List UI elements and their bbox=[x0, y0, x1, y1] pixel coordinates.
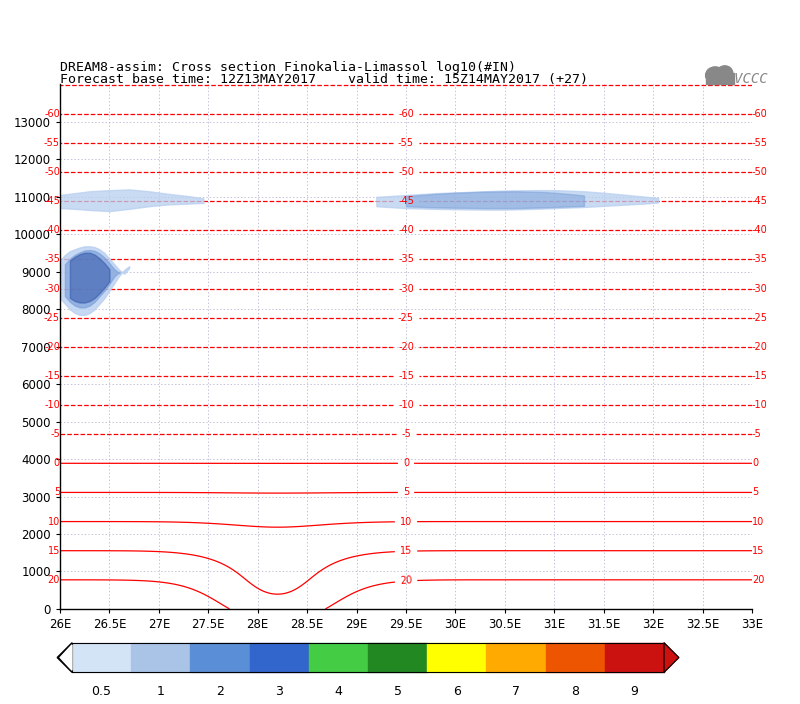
Text: -15: -15 bbox=[398, 371, 414, 381]
Text: 20: 20 bbox=[399, 576, 413, 586]
Text: -20: -20 bbox=[398, 341, 414, 352]
Text: -10: -10 bbox=[44, 400, 60, 410]
Text: -60: -60 bbox=[398, 108, 414, 119]
Bar bbox=[190, 643, 250, 672]
Text: 9: 9 bbox=[630, 685, 638, 698]
Text: -55: -55 bbox=[752, 138, 768, 148]
Text: -45: -45 bbox=[398, 196, 414, 206]
Text: 0: 0 bbox=[752, 458, 758, 468]
Text: -40: -40 bbox=[752, 225, 768, 235]
Text: 5: 5 bbox=[403, 487, 409, 498]
Text: SEEVCCC: SEEVCCC bbox=[710, 72, 768, 86]
Text: 0.5: 0.5 bbox=[91, 685, 111, 698]
Text: -15: -15 bbox=[752, 371, 768, 381]
Text: -50: -50 bbox=[44, 167, 60, 177]
Text: 4: 4 bbox=[334, 685, 342, 698]
Bar bbox=[368, 643, 427, 672]
Text: 5: 5 bbox=[394, 685, 402, 698]
Text: -60: -60 bbox=[752, 108, 768, 119]
Text: -50: -50 bbox=[752, 167, 768, 177]
Text: -55: -55 bbox=[44, 138, 60, 148]
Text: -20: -20 bbox=[752, 341, 768, 352]
Text: -5: -5 bbox=[50, 429, 60, 439]
Polygon shape bbox=[664, 643, 678, 672]
Text: -45: -45 bbox=[752, 196, 768, 206]
Text: -60: -60 bbox=[44, 108, 60, 119]
Bar bbox=[72, 643, 131, 672]
Ellipse shape bbox=[706, 67, 725, 84]
Text: 1: 1 bbox=[157, 685, 165, 698]
Text: 3: 3 bbox=[275, 685, 283, 698]
Text: -5: -5 bbox=[752, 429, 762, 439]
Bar bbox=[131, 643, 190, 672]
Text: -10: -10 bbox=[398, 400, 414, 410]
Text: -5: -5 bbox=[401, 429, 411, 439]
Bar bbox=[605, 643, 664, 672]
Text: -55: -55 bbox=[398, 138, 414, 148]
Bar bbox=[486, 643, 546, 672]
Text: 0: 0 bbox=[54, 458, 60, 468]
Text: 10: 10 bbox=[752, 517, 764, 527]
Text: -15: -15 bbox=[44, 371, 60, 381]
Text: 5: 5 bbox=[54, 487, 60, 498]
Text: -10: -10 bbox=[752, 400, 768, 410]
Text: -30: -30 bbox=[752, 284, 768, 294]
Text: -30: -30 bbox=[398, 284, 414, 294]
Text: -40: -40 bbox=[398, 225, 414, 235]
Text: 15: 15 bbox=[400, 546, 412, 556]
Text: -35: -35 bbox=[398, 254, 414, 265]
Bar bbox=[250, 643, 309, 672]
Text: -25: -25 bbox=[398, 313, 414, 322]
Text: -35: -35 bbox=[752, 254, 768, 265]
Text: 5: 5 bbox=[752, 487, 758, 498]
Text: 6: 6 bbox=[453, 685, 461, 698]
Bar bbox=[309, 643, 368, 672]
Text: 2: 2 bbox=[216, 685, 224, 698]
Text: -40: -40 bbox=[44, 225, 60, 235]
Bar bbox=[427, 643, 486, 672]
Text: 15: 15 bbox=[48, 546, 60, 555]
Text: -25: -25 bbox=[752, 313, 768, 322]
Text: 20: 20 bbox=[752, 575, 764, 585]
Polygon shape bbox=[60, 645, 72, 670]
Text: 8: 8 bbox=[571, 685, 579, 698]
Text: 20: 20 bbox=[48, 575, 60, 585]
Text: DREAM8-assim: Cross section Finokalia-Limassol log10(#IN): DREAM8-assim: Cross section Finokalia-Li… bbox=[60, 61, 516, 74]
Text: -35: -35 bbox=[44, 254, 60, 265]
Text: -25: -25 bbox=[44, 313, 60, 322]
Text: Forecast base time: 12Z13MAY2017    valid time: 15Z14MAY2017 (+27): Forecast base time: 12Z13MAY2017 valid t… bbox=[60, 73, 588, 86]
Text: -50: -50 bbox=[398, 167, 414, 177]
Bar bbox=[706, 73, 734, 84]
Ellipse shape bbox=[717, 65, 733, 81]
Text: 7: 7 bbox=[512, 685, 520, 698]
Polygon shape bbox=[58, 643, 72, 672]
Text: -20: -20 bbox=[44, 341, 60, 352]
Text: -30: -30 bbox=[44, 284, 60, 294]
Text: 10: 10 bbox=[400, 517, 412, 527]
Text: 10: 10 bbox=[48, 517, 60, 527]
Text: -45: -45 bbox=[44, 196, 60, 206]
Text: 15: 15 bbox=[752, 546, 764, 555]
Bar bbox=[546, 643, 605, 672]
Text: 0: 0 bbox=[403, 458, 409, 468]
